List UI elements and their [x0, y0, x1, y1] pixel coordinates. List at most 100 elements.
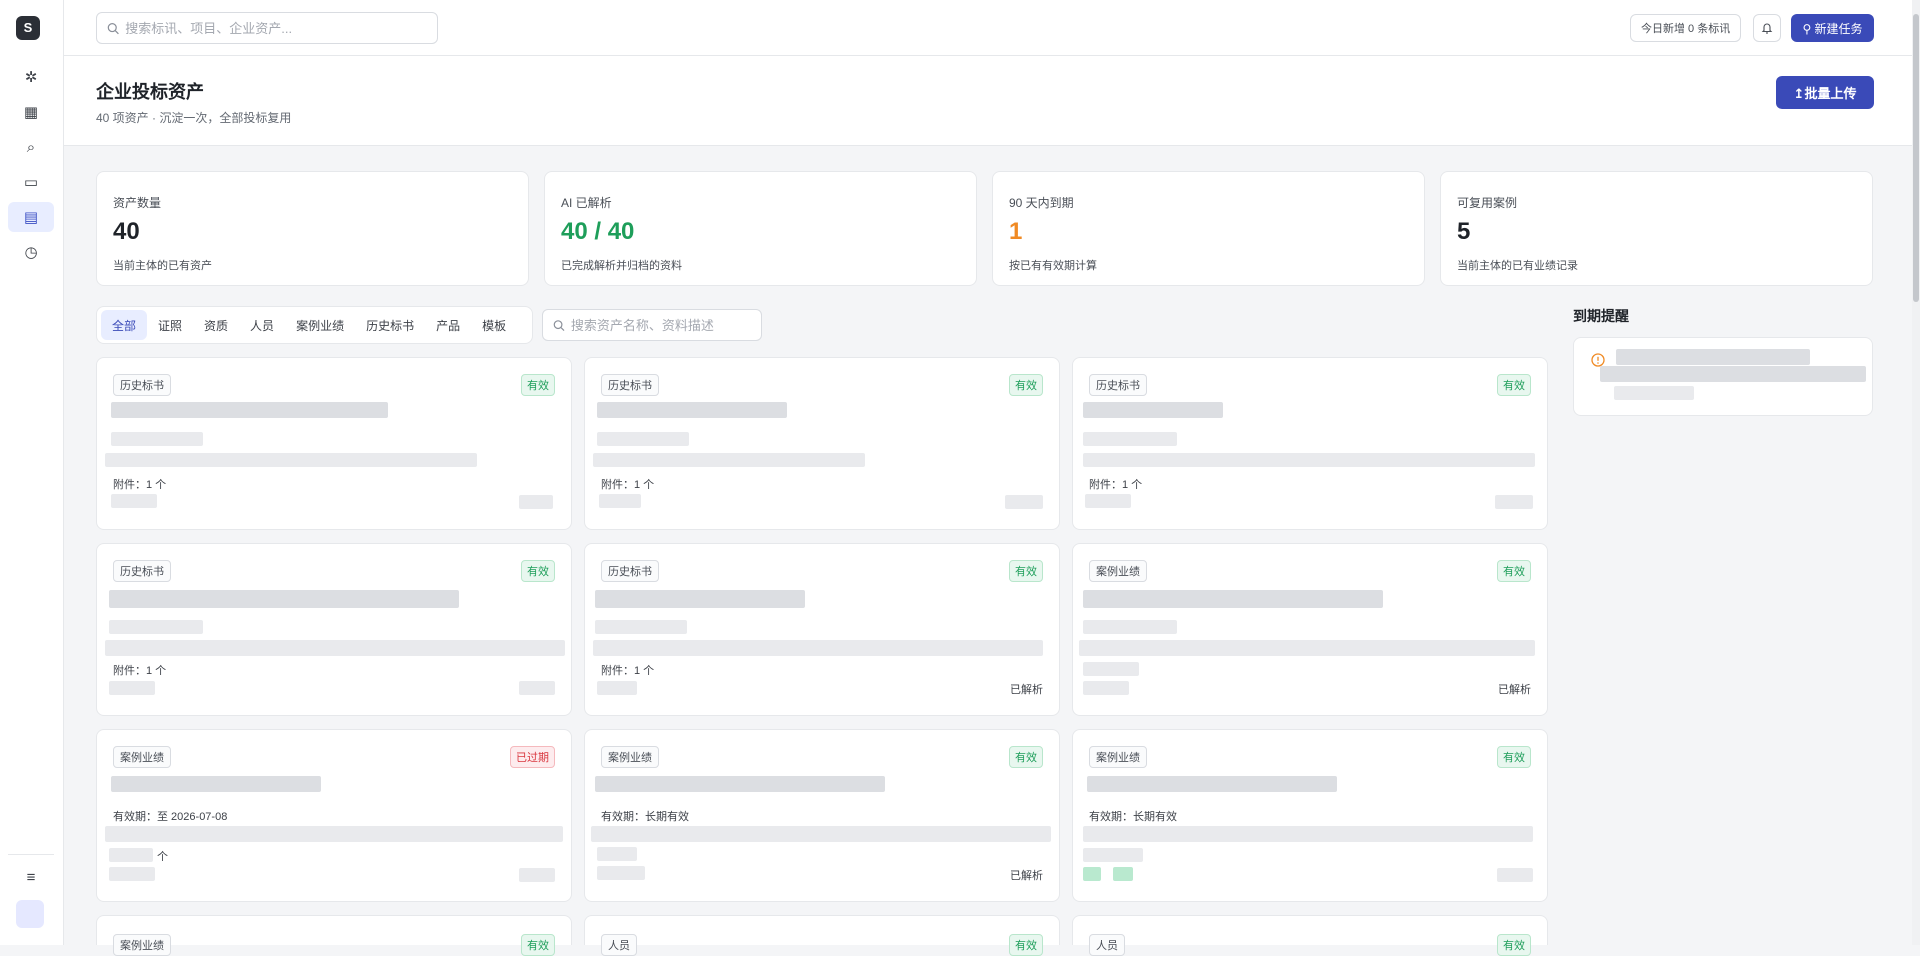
tab-qualification[interactable]: 资质 — [204, 318, 229, 333]
tab-license[interactable]: 证照 — [158, 318, 183, 333]
redacted-text — [1083, 620, 1177, 634]
redacted-description — [105, 826, 563, 842]
redacted-text — [519, 495, 553, 509]
redacted-text — [1083, 662, 1139, 676]
tab-personnel[interactable]: 人员 — [250, 318, 275, 333]
stat-note: 当前主体的已有资产 — [113, 260, 212, 272]
validity-date: 有效期：长期有效 — [601, 811, 689, 823]
redacted-title — [1083, 402, 1223, 418]
asset-card[interactable]: 人员 有效 — [584, 915, 1060, 956]
status-badge: 已过期 — [510, 746, 555, 768]
tab-historical-bids[interactable]: 历史标书 — [366, 318, 415, 333]
expiry-reminder-title: 到期提醒 — [1573, 308, 1629, 324]
redacted-text — [109, 620, 203, 634]
attachment-count: 个 — [157, 851, 168, 863]
batch-upload-button[interactable]: ↥批量上传 — [1776, 76, 1874, 109]
category-badge: 历史标书 — [113, 374, 171, 396]
page-subtitle: 40 项资产 · 沉淀一次，全部投标复用 — [96, 111, 292, 125]
stat-note: 当前主体的已有业绩记录 — [1457, 260, 1578, 272]
redacted-text — [1005, 495, 1043, 509]
redacted-description — [593, 640, 1043, 656]
book-icon[interactable]: ▤ — [8, 202, 54, 232]
global-search-input[interactable] — [125, 20, 437, 36]
parsed-label: 已解析 — [1010, 684, 1043, 696]
status-badge: 有效 — [521, 374, 555, 396]
asset-card[interactable]: 历史标书 有效 附件：1 个 — [1072, 357, 1548, 530]
bell-icon[interactable] — [1753, 14, 1781, 42]
stat-label: 可复用案例 — [1457, 196, 1518, 210]
tab-templates[interactable]: 模板 — [482, 318, 507, 333]
topbar: 今日新增 0 条标讯 ⚲ 新建任务 — [64, 0, 1912, 56]
stat-card-ai-parsed: AI 已解析 40 / 40 已完成解析并归档的资料 — [544, 171, 977, 286]
parsed-label: 已解析 — [1010, 870, 1043, 882]
attachment-count: 附件：1 个 — [601, 665, 655, 677]
today-new-pill[interactable]: 今日新增 0 条标讯 — [1630, 14, 1742, 42]
tab-products[interactable]: 产品 — [436, 318, 461, 333]
page-scrollbar[interactable] — [1912, 0, 1920, 945]
redacted-tag — [1083, 867, 1101, 881]
redacted-tag — [1113, 867, 1133, 881]
category-tabs: 全部 证照 资质 人员 案例业绩 历史标书 产品 模板 — [96, 306, 533, 344]
stat-value: 1 — [1009, 218, 1023, 245]
tab-all[interactable]: 全部 — [101, 310, 148, 340]
redacted-text — [599, 494, 641, 508]
validity-date: 有效期：长期有效 — [1089, 811, 1177, 823]
category-badge: 案例业绩 — [1089, 746, 1147, 768]
stat-card-asset-count: 资产数量 40 当前主体的已有资产 — [96, 171, 529, 286]
parsed-label: 已解析 — [1498, 684, 1531, 696]
new-task-button[interactable]: ⚲ 新建任务 — [1791, 14, 1874, 42]
status-badge: 有效 — [1497, 934, 1531, 956]
redacted-text — [597, 866, 645, 880]
redacted-description — [105, 640, 565, 656]
stat-label: 资产数量 — [113, 196, 162, 210]
attachment-count: 附件：1 个 — [1089, 479, 1143, 491]
stat-label: 90 天内到期 — [1009, 196, 1074, 210]
avatar[interactable] — [16, 900, 44, 928]
stat-note: 按已有有效期计算 — [1009, 260, 1097, 272]
attachment-count: 附件：1 个 — [601, 479, 655, 491]
asset-card[interactable]: 案例业绩 有效 — [96, 915, 572, 956]
redacted-title — [595, 590, 805, 608]
tab-case-performance[interactable]: 案例业绩 — [296, 318, 345, 333]
asset-card[interactable]: 案例业绩 已过期 有效期：至 2026-07-08 个 — [96, 729, 572, 902]
expiry-reminder-card[interactable] — [1573, 337, 1873, 416]
status-badge: 有效 — [521, 560, 555, 582]
redacted-text — [111, 494, 157, 508]
redacted-description — [593, 453, 865, 467]
grid-icon[interactable]: ▦ — [23, 104, 39, 121]
clock-icon[interactable]: ◷ — [24, 244, 38, 261]
redacted-title — [595, 776, 885, 792]
asset-card[interactable]: 案例业绩 有效 有效期：长期有效 — [1072, 729, 1548, 902]
stat-value: 5 — [1457, 218, 1471, 245]
search-icon[interactable]: ⌕ — [26, 138, 36, 156]
redacted-title — [1087, 776, 1337, 792]
asset-card[interactable]: 案例业绩 有效 已解析 — [1072, 543, 1548, 716]
search-icon — [107, 22, 119, 34]
asset-search-input[interactable] — [570, 317, 761, 333]
asset-card[interactable]: 人员 有效 — [1072, 915, 1548, 956]
validity-date: 有效期：至 2026-07-08 — [113, 811, 228, 823]
asset-card[interactable]: 历史标书 有效 附件：1 个 已解析 — [584, 543, 1060, 716]
page-header: 企业投标资产 40 项资产 · 沉淀一次，全部投标复用 ↥批量上传 — [64, 56, 1912, 146]
asset-search[interactable] — [542, 309, 762, 341]
scrollbar-thumb[interactable] — [1913, 14, 1919, 302]
redacted-title — [111, 402, 388, 418]
asset-card[interactable]: 历史标书 有效 附件：1 个 — [96, 357, 572, 530]
stat-value: 40 / 40 — [561, 218, 635, 245]
redacted-text — [1083, 432, 1177, 446]
attachment-count: 附件：1 个 — [113, 479, 167, 491]
redacted-text — [1495, 495, 1533, 509]
global-search[interactable] — [96, 12, 438, 44]
sparkle-icon[interactable]: ✲ — [24, 69, 38, 86]
menu-icon[interactable]: ≡ — [26, 868, 36, 886]
redacted-title — [1083, 590, 1383, 608]
app-logo[interactable]: S — [16, 16, 40, 40]
category-badge: 案例业绩 — [113, 934, 171, 956]
asset-card[interactable]: 历史标书 有效 附件：1 个 — [96, 543, 572, 716]
asset-card[interactable]: 历史标书 有效 附件：1 个 — [584, 357, 1060, 530]
category-badge: 人员 — [601, 934, 637, 956]
redacted-text — [597, 847, 637, 861]
asset-card[interactable]: 案例业绩 有效 有效期：长期有效 已解析 — [584, 729, 1060, 902]
folder-icon[interactable]: ▭ — [23, 174, 39, 191]
redacted-description — [1083, 453, 1535, 467]
